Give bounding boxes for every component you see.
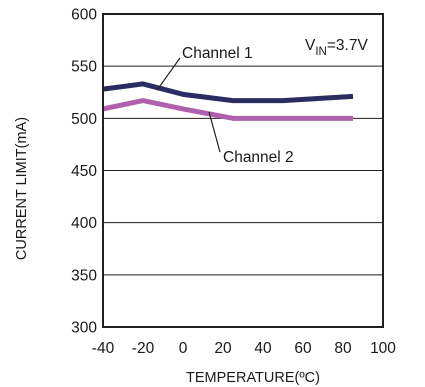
- x-tick-label: 80: [334, 340, 352, 357]
- vin-prefix: V: [305, 37, 316, 54]
- x-tick-label: 0: [179, 340, 188, 357]
- y-tick-label: 600: [71, 7, 97, 24]
- series-label-channel-2: Channel 2: [223, 149, 294, 166]
- leader-channel-1: [156, 57, 181, 91]
- x-tick-label: -20: [132, 340, 155, 357]
- series-leaders: [156, 57, 221, 153]
- y-tick-label: 550: [71, 59, 97, 76]
- x-tick-label: 40: [254, 340, 272, 357]
- series-label-channel-1: Channel 1: [182, 45, 253, 62]
- y-axis-label: CURRENT LIMIT(mA): [14, 117, 30, 260]
- x-tick-label: 60: [294, 340, 312, 357]
- y-tick-label: 500: [71, 111, 97, 128]
- leader-channel-2: [208, 111, 221, 153]
- y-tick-label: 450: [71, 163, 97, 180]
- y-tick-label: 400: [71, 215, 97, 232]
- x-tick-label: -40: [92, 340, 115, 357]
- plot-frame: [102, 13, 384, 328]
- vin-annotation: VIN=3.7V: [305, 37, 368, 58]
- series-lines: [102, 81, 354, 121]
- y-tick-label: 350: [71, 267, 97, 284]
- series-line-channel-2: [102, 98, 353, 121]
- x-tick-label: 20: [214, 340, 232, 357]
- y-tick-labels: 300 350 400 450 500 550 600: [71, 7, 97, 337]
- vin-suffix: =3.7V: [327, 37, 369, 54]
- x-tick-labels: -40 -20 0 20 40 60 80 100: [92, 340, 397, 357]
- series-line-channel-1: [102, 81, 354, 104]
- x-axis-label: TEMPERATURE(ºC): [186, 370, 320, 386]
- x-tick-label: 100: [370, 340, 396, 357]
- y-tick-label: 300: [71, 320, 97, 337]
- vin-subscript: IN: [315, 46, 327, 58]
